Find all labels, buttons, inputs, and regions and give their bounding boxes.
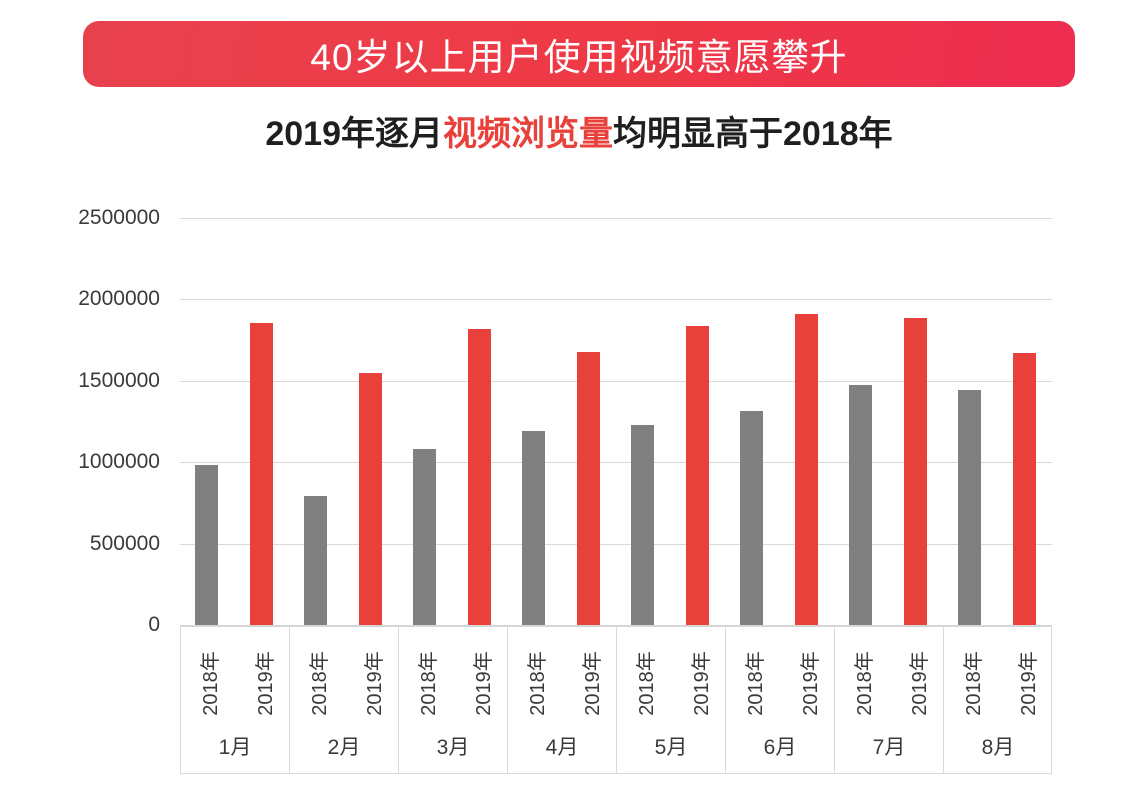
year-label: 2019年 — [679, 633, 719, 733]
bar-2019年-3月 — [468, 328, 491, 625]
bar-2019年-6月 — [795, 314, 818, 625]
category-group-8: 2018年 2019年 8月 — [943, 627, 1052, 773]
month-label: 4月 — [545, 736, 579, 759]
month-label: 1月 — [218, 736, 252, 759]
bar-2018年-8月 — [958, 389, 981, 625]
bar-2019年-5月 — [686, 326, 709, 625]
category-group-5: 2018年 2019年 5月 — [616, 627, 725, 773]
year-label: 2018年 — [515, 633, 555, 733]
month-label: 7月 — [872, 736, 906, 759]
year-label: 2018年 — [406, 633, 446, 733]
year-label: 2019年 — [1006, 633, 1046, 733]
bar-chart: 0 500000 1000000 1500000 2000000 2500000 2018… — [78, 206, 1052, 774]
subtitle-highlight: 视频浏览量 — [443, 115, 613, 153]
bar-group-6 — [725, 218, 834, 625]
bar-2019年-1月 — [250, 323, 273, 625]
year-label: 2019年 — [352, 633, 392, 733]
year-label-text: 2018年 — [199, 650, 222, 716]
year-label-text: 2018年 — [635, 650, 658, 716]
bar-2018年-2月 — [304, 496, 327, 625]
year-label: 2018年 — [733, 633, 773, 733]
y-axis-label: 500000 — [89, 531, 160, 555]
bar-2018年-6月 — [740, 410, 763, 625]
bar-group-5 — [616, 218, 725, 625]
year-label: 2018年 — [951, 633, 991, 733]
year-label-text: 2019年 — [472, 650, 495, 716]
year-label-text: 2018年 — [526, 650, 549, 716]
y-axis-label: 2500000 — [78, 206, 160, 229]
year-label-text: 2019年 — [1017, 650, 1040, 716]
gridline — [180, 380, 1052, 382]
year-label-text: 2019年 — [799, 650, 822, 716]
y-axis-label: 2000000 — [78, 287, 160, 311]
category-group-4: 2018年 2019年 4月 — [507, 627, 616, 773]
subtitle-prefix: 2019年逐月 — [265, 115, 443, 153]
bar-group-2 — [289, 218, 398, 625]
bar-2019年-4月 — [577, 352, 600, 625]
category-group-7: 2018年 2019年 7月 — [834, 627, 943, 773]
gridline — [180, 543, 1052, 545]
category-group-6: 2018年 2019年 6月 — [725, 627, 834, 773]
bar-2018年-1月 — [195, 464, 218, 625]
month-label: 2月 — [327, 736, 361, 759]
category-group-2: 2018年 2019年 2月 — [289, 627, 398, 773]
year-label-text: 2019年 — [363, 650, 386, 716]
year-label: 2019年 — [461, 633, 501, 733]
bar-2019年-2月 — [359, 372, 382, 625]
y-axis-label: 0 — [148, 613, 160, 636]
year-label-text: 2019年 — [690, 650, 713, 716]
bar-group-4 — [507, 218, 616, 625]
year-label-text: 2018年 — [962, 650, 985, 716]
gridline — [180, 218, 1052, 219]
bar-group-3 — [398, 218, 507, 625]
year-label: 2018年 — [842, 633, 882, 733]
month-label: 6月 — [763, 736, 797, 759]
year-label: 2018年 — [624, 633, 664, 733]
bar-2018年-4月 — [522, 431, 545, 625]
title-banner: 40岁以上用户使用视频意愿攀升 — [83, 21, 1075, 87]
bar-group-8 — [943, 218, 1052, 625]
bar-group-7 — [834, 218, 943, 625]
bar-group-1 — [180, 218, 289, 625]
year-label: 2019年 — [788, 633, 828, 733]
subtitle: 2019年逐月视频浏览量均明显高于2018年 — [83, 106, 1075, 155]
month-label: 3月 — [436, 736, 470, 759]
month-label: 8月 — [981, 736, 1015, 759]
month-label: 5月 — [654, 736, 688, 759]
bar-2019年-7月 — [904, 318, 927, 625]
y-axis-label: 1500000 — [78, 368, 160, 392]
slide-title: 40岁以上用户使用视频意愿攀升 — [310, 37, 848, 78]
bar-2019年-8月 — [1013, 353, 1036, 625]
bar-2018年-3月 — [413, 449, 436, 625]
category-group-1: 2018年 2019年 1月 — [180, 627, 289, 773]
category-axis: 2018年 2019年 1月 2018年 2019年 2月 2018年 2019年 3月 2018… — [180, 627, 1052, 774]
bar-2018年-5月 — [631, 424, 654, 625]
year-label: 2019年 — [570, 633, 610, 733]
year-label: 2018年 — [297, 633, 337, 733]
bar-2018年-7月 — [849, 384, 872, 625]
gridline — [180, 462, 1052, 464]
year-label: 2019年 — [243, 633, 283, 733]
year-label-text: 2018年 — [853, 650, 876, 716]
year-label: 2018年 — [188, 633, 228, 733]
year-label: 2019年 — [897, 633, 937, 733]
year-label-text: 2019年 — [908, 650, 931, 716]
year-label-text: 2018年 — [417, 650, 440, 716]
gridline — [180, 299, 1052, 301]
subtitle-suffix: 均明显高于2018年 — [613, 115, 893, 153]
category-group-3: 2018年 2019年 3月 — [398, 627, 507, 773]
year-label-text: 2018年 — [308, 650, 331, 716]
y-axis-label: 1000000 — [78, 450, 160, 474]
year-label-text: 2019年 — [254, 650, 277, 716]
year-label-text: 2018年 — [744, 650, 767, 716]
year-label-text: 2019年 — [581, 650, 604, 716]
plot-area: 0 500000 1000000 1500000 2000000 2500000 — [78, 206, 1052, 636]
